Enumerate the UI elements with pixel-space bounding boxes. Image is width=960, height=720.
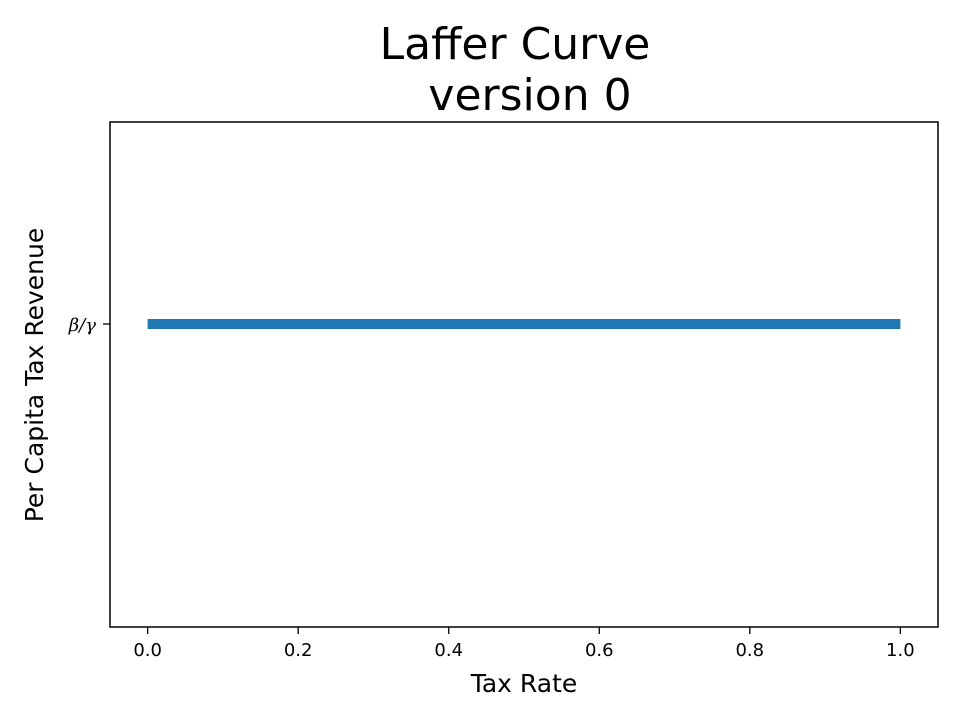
x-tick-label: 0.2 <box>284 640 313 661</box>
x-axis-label: Tax Rate <box>470 669 578 698</box>
y-axis-ticks: β/γ <box>68 315 110 336</box>
plot-frame <box>109 121 939 628</box>
x-tick-label: 0.6 <box>585 640 614 661</box>
y-axis-label: Per Capita Tax Revenue <box>20 228 49 523</box>
x-axis-ticks: 0.0 0.2 0.4 0.6 0.8 1.0 <box>133 627 915 661</box>
y-tick-label: β/γ <box>68 315 96 336</box>
chart-subtitle: version 0 <box>428 70 631 121</box>
x-tick-label: 0.4 <box>434 640 463 661</box>
x-tick-label: 1.0 <box>886 640 915 661</box>
x-tick-label: 0.0 <box>133 640 162 661</box>
chart-title: Laffer Curve <box>380 19 651 70</box>
x-tick-label: 0.8 <box>735 640 764 661</box>
